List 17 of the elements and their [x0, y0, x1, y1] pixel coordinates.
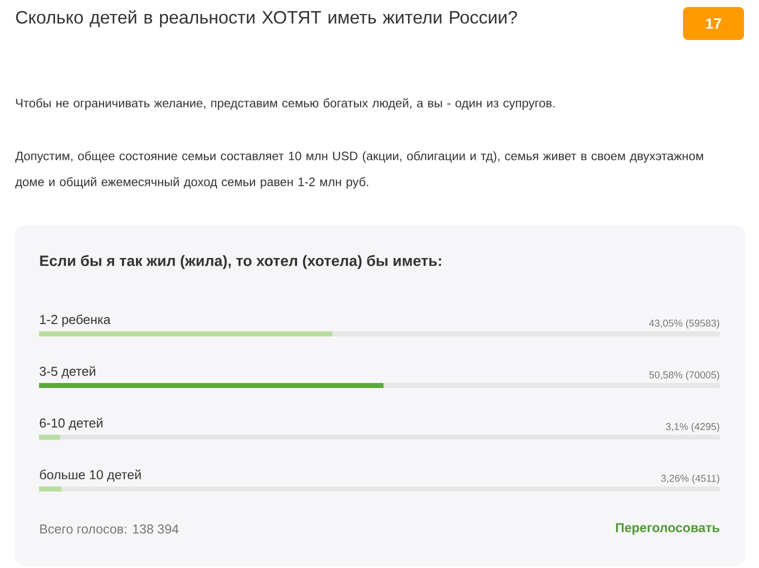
y-tick-label: 6-10 детей — [40, 418, 102, 430]
chart-title: Сколько детей в реальности ХОТЯТ иметь жители России? — [16, 10, 517, 28]
y-tick-label: 1-2 ребенка — [40, 314, 111, 327]
data-label: 3,26% (4511) — [661, 474, 720, 484]
y-tick-label: больше 10 детей — [40, 470, 141, 482]
bar — [39, 434, 60, 440]
text: Всего голосов: 138 394 — [40, 524, 179, 534]
text: Чтобы не ограничивать желание, представим семью богатых людей, а вы - один из супругов. — [16, 98, 554, 110]
data-label: 43,05% (59583) — [649, 319, 720, 329]
data-label: 3,1% (4295) — [666, 422, 720, 432]
text: Допустим, общее состояние семьи составляет 10 млн USD (акции, облигации и тд), семья живет в своем двухэтажном доме и общий ежемесячный доход семьи равен 1-2 млн руб. — [15, 151, 704, 189]
data-label: 50,58% (70005) — [649, 371, 720, 380]
text: 17 — [706, 18, 722, 29]
bar — [39, 486, 62, 492]
text: Переголосовать — [616, 523, 720, 535]
y-tick-label: 3-5 детей — [40, 366, 96, 378]
chart-subtitle: Если бы я так жил (жила), то хотел (хотела) бы иметь: — [40, 254, 442, 270]
